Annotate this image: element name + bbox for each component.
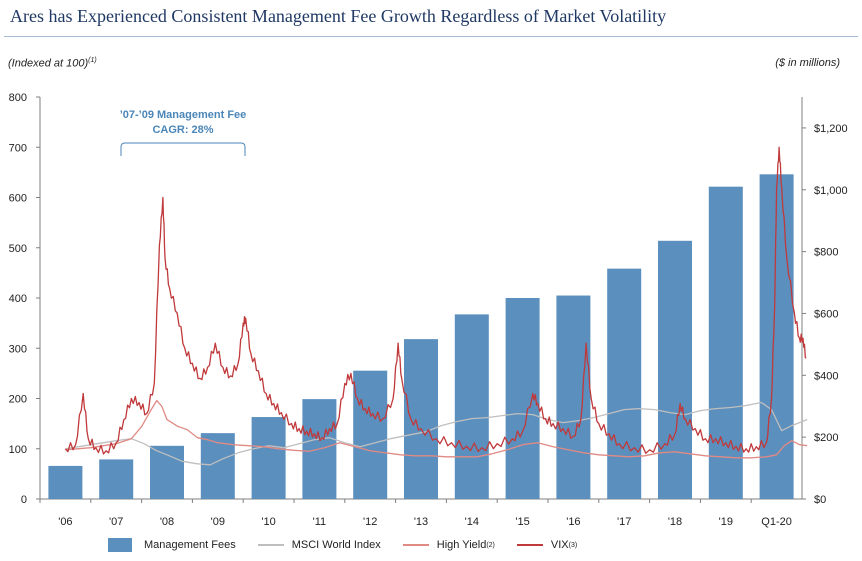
right-axis-note: ($ in millions) — [775, 57, 840, 69]
chart-title: Ares has Experienced Consistent Manageme… — [10, 6, 667, 26]
series-lines — [64, 146, 808, 466]
legend-item-high-yield: High Yield (2) — [402, 539, 495, 551]
management-fee-bar — [607, 268, 642, 499]
management-fee-bar — [708, 186, 743, 499]
msci-world-index-line — [65, 401, 808, 466]
management-fee-bar — [150, 445, 184, 499]
left-axis-note-text: (Indexed at 100) — [8, 57, 89, 70]
right-axis-tick-label: $1,200 — [814, 123, 848, 135]
vix-line — [64, 146, 807, 455]
legend-footnote: (2) — [486, 541, 495, 549]
x-axis-tick-label: '08 — [160, 516, 174, 528]
legend-label: High Yield — [436, 539, 487, 551]
legend-label: Management Fees — [144, 539, 236, 551]
management-fee-bar — [251, 417, 286, 499]
x-axis-tick-label: Q1-20 — [761, 516, 792, 528]
left-axis-tick-label: 500 — [9, 243, 27, 255]
legend: Management Fees MSCI World Index High Yi… — [108, 538, 599, 552]
right-axis-tick-label: $1,000 — [814, 185, 848, 197]
legend-label: MSCI World Index — [291, 539, 381, 551]
x-axis-tick-label: '17 — [617, 516, 631, 528]
management-fee-bar — [99, 459, 134, 499]
legend-footnote: (3) — [568, 541, 578, 549]
right-axis-tick-label: $0 — [814, 494, 826, 506]
legend-swatch-line — [257, 544, 284, 546]
cagr-bracket — [120, 142, 246, 156]
right-axis-tick-label: $800 — [814, 247, 838, 259]
x-axis-tick-label: '09 — [211, 516, 225, 528]
left-axis-tick-label: 700 — [9, 142, 27, 154]
management-fee-bar — [353, 370, 388, 499]
x-axis-tick-label: '12 — [363, 516, 377, 528]
legend-label: VIX — [550, 539, 569, 551]
x-axis-tick-label: '16 — [566, 516, 580, 528]
left-axis-tick-label: 800 — [9, 92, 27, 104]
left-axis-tick-label: 600 — [9, 193, 27, 205]
left-axis-tick-label: 100 — [9, 444, 27, 456]
management-fee-bars — [48, 174, 794, 500]
cagr-annotation-line2: CAGR: 28% — [152, 124, 213, 136]
x-axis-tick-label: '06 — [58, 516, 72, 528]
management-fee-bar — [454, 314, 489, 499]
x-axis-tick-label: '15 — [515, 516, 529, 528]
left-axis-note-footnote: (1) — [88, 57, 97, 64]
left-axis-note: (Indexed at 100)(1) — [8, 57, 97, 70]
legend-item-vix: VIX (3) — [516, 539, 578, 551]
right-axis-tick-label: $600 — [814, 308, 838, 320]
legend-swatch-line — [402, 544, 429, 546]
right-axis-tick-label: $400 — [814, 370, 838, 382]
left-axis-tick-label: 400 — [9, 293, 27, 305]
left-axis-tick-label: 300 — [9, 343, 27, 355]
x-axis-tick-label: '19 — [719, 516, 733, 528]
title-divider — [4, 36, 858, 37]
management-fee-bar — [48, 465, 83, 499]
chart-axes: 0 100 200 300 400 500 600 700 800 $0 $200 $400 $600 $… — [9, 92, 848, 528]
legend-swatch-bar — [108, 538, 132, 552]
cagr-annotation-line1: ’07-’09 Management Fee — [120, 109, 247, 121]
x-axis-tick-label: '10 — [261, 516, 275, 528]
x-axis-tick-label: '18 — [668, 516, 682, 528]
left-axis-tick-label: 200 — [9, 394, 27, 406]
right-axis-tick-label: $200 — [814, 432, 838, 444]
management-fee-bar — [556, 295, 591, 499]
x-axis-tick-label: '13 — [414, 516, 428, 528]
left-axis-tick-label: 0 — [21, 494, 27, 506]
x-axis-tick-label: '11 — [313, 516, 327, 528]
legend-item-management-fees: Management Fees — [108, 538, 236, 552]
legend-item-msci: MSCI World Index — [257, 539, 381, 551]
x-axis-tick-label: '07 — [109, 516, 123, 528]
legend-swatch-line — [516, 544, 543, 546]
high-yield-line — [65, 399, 808, 459]
management-fee-bar — [658, 240, 692, 500]
management-fee-bar — [404, 339, 438, 499]
cagr-annotation: ’07-’09 Management Fee CAGR: 28% — [120, 109, 247, 156]
x-axis-tick-label: '14 — [465, 516, 479, 528]
